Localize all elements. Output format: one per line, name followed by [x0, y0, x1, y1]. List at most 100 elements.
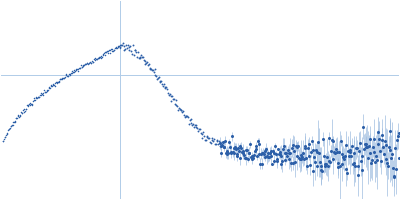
- Point: [10, 121, 16, 124]
- Point: [97, 56, 104, 59]
- Point: [50, 84, 56, 87]
- Point: [13, 117, 20, 120]
- Point: [17, 115, 24, 118]
- Point: [8, 124, 14, 128]
- Point: [172, 99, 179, 102]
- Point: [131, 48, 138, 51]
- Point: [146, 63, 152, 66]
- Point: [5, 128, 12, 131]
- Point: [142, 62, 149, 65]
- Point: [199, 137, 206, 140]
- Point: [66, 72, 73, 75]
- Point: [66, 73, 72, 76]
- Point: [104, 50, 110, 53]
- Point: [0, 140, 6, 143]
- Point: [73, 67, 80, 70]
- Point: [78, 64, 84, 67]
- Point: [20, 108, 26, 112]
- Point: [192, 126, 199, 129]
- Point: [126, 45, 132, 49]
- Point: [88, 61, 94, 64]
- Point: [167, 95, 174, 98]
- Point: [130, 53, 137, 56]
- Point: [81, 64, 87, 67]
- Point: [137, 55, 144, 58]
- Point: [34, 96, 40, 100]
- Point: [55, 81, 62, 84]
- Point: [203, 136, 210, 139]
- Point: [59, 77, 66, 80]
- Point: [32, 99, 38, 102]
- Point: [16, 114, 23, 117]
- Point: [171, 98, 177, 101]
- Point: [83, 62, 89, 65]
- Point: [211, 137, 217, 141]
- Point: [59, 77, 65, 80]
- Point: [55, 81, 61, 84]
- Point: [117, 44, 124, 47]
- Point: [143, 61, 150, 65]
- Point: [25, 105, 32, 108]
- Point: [92, 57, 98, 60]
- Point: [0, 139, 6, 143]
- Point: [60, 77, 66, 80]
- Point: [64, 74, 71, 77]
- Point: [108, 49, 115, 53]
- Point: [152, 68, 158, 71]
- Point: [186, 119, 193, 122]
- Point: [117, 45, 124, 48]
- Point: [188, 121, 195, 124]
- Point: [62, 76, 68, 79]
- Point: [141, 59, 148, 62]
- Point: [166, 93, 173, 96]
- Point: [106, 48, 112, 51]
- Point: [13, 116, 19, 119]
- Point: [194, 126, 200, 130]
- Point: [41, 89, 47, 92]
- Point: [18, 111, 25, 115]
- Point: [76, 67, 83, 70]
- Point: [15, 115, 22, 118]
- Point: [101, 52, 107, 55]
- Point: [26, 103, 32, 106]
- Point: [215, 142, 222, 146]
- Point: [42, 90, 48, 94]
- Point: [1, 137, 7, 141]
- Point: [212, 142, 219, 145]
- Point: [86, 61, 92, 65]
- Point: [100, 52, 106, 55]
- Point: [159, 82, 165, 86]
- Point: [68, 71, 74, 74]
- Point: [95, 56, 102, 59]
- Point: [169, 94, 175, 97]
- Point: [173, 104, 180, 107]
- Point: [99, 54, 106, 57]
- Point: [5, 128, 11, 131]
- Point: [156, 80, 163, 83]
- Point: [35, 95, 41, 99]
- Point: [30, 97, 37, 100]
- Point: [204, 134, 210, 137]
- Point: [118, 43, 124, 47]
- Point: [102, 54, 108, 57]
- Point: [136, 56, 142, 59]
- Point: [87, 60, 93, 63]
- Point: [64, 75, 70, 78]
- Point: [113, 45, 120, 48]
- Point: [197, 128, 203, 131]
- Point: [80, 64, 87, 67]
- Point: [132, 48, 138, 51]
- Point: [156, 76, 162, 79]
- Point: [119, 44, 125, 47]
- Point: [26, 103, 33, 106]
- Point: [90, 60, 96, 63]
- Point: [120, 42, 126, 45]
- Point: [168, 100, 174, 103]
- Point: [44, 88, 50, 92]
- Point: [133, 50, 139, 54]
- Point: [147, 67, 154, 70]
- Point: [68, 72, 75, 75]
- Point: [172, 103, 178, 106]
- Point: [45, 89, 51, 92]
- Point: [82, 62, 88, 66]
